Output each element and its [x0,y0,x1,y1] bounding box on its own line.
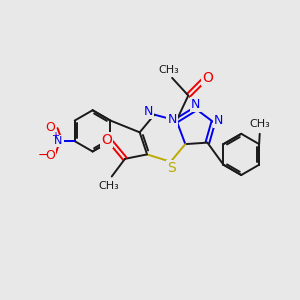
Text: +: + [51,131,59,141]
Text: O: O [45,148,55,161]
Text: O: O [45,121,55,134]
Text: N: N [191,98,200,111]
Text: S: S [167,161,176,175]
Text: N: N [144,105,153,118]
Text: N: N [167,112,177,126]
Text: CH₃: CH₃ [249,119,270,129]
Text: N: N [214,114,223,127]
Text: O: O [101,133,112,147]
Text: O: O [202,71,213,85]
Text: CH₃: CH₃ [98,181,119,191]
Text: N: N [54,136,63,146]
Text: −: − [38,148,49,161]
Text: CH₃: CH₃ [159,65,179,75]
